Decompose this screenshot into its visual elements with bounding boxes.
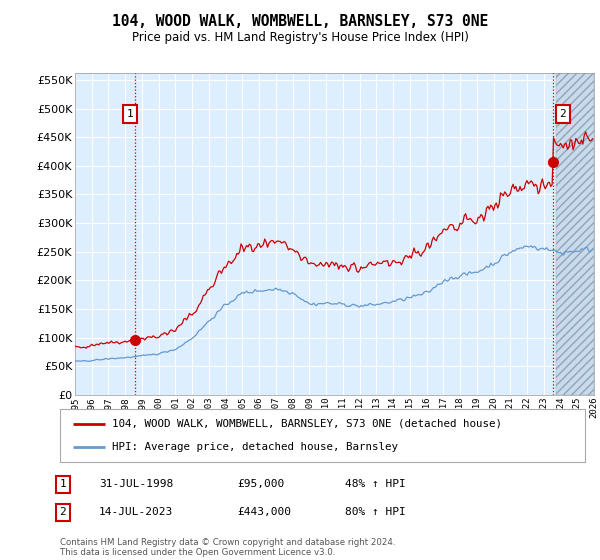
Text: 48% ↑ HPI: 48% ↑ HPI [345, 479, 406, 489]
Text: 1: 1 [127, 109, 133, 119]
Bar [556, 73, 594, 395]
Text: 104, WOOD WALK, WOMBWELL, BARNSLEY, S73 0NE (detached house): 104, WOOD WALK, WOMBWELL, BARNSLEY, S73 … [113, 419, 503, 429]
Text: 2: 2 [59, 507, 67, 517]
Text: £95,000: £95,000 [237, 479, 284, 489]
Text: 31-JUL-1998: 31-JUL-1998 [99, 479, 173, 489]
Text: 14-JUL-2023: 14-JUL-2023 [99, 507, 173, 517]
Text: 1: 1 [59, 479, 67, 489]
Text: 104, WOOD WALK, WOMBWELL, BARNSLEY, S73 0NE: 104, WOOD WALK, WOMBWELL, BARNSLEY, S73 … [112, 14, 488, 29]
Text: 2: 2 [559, 109, 566, 119]
Text: 80% ↑ HPI: 80% ↑ HPI [345, 507, 406, 517]
Text: £443,000: £443,000 [237, 507, 291, 517]
Text: Contains HM Land Registry data © Crown copyright and database right 2024.
This d: Contains HM Land Registry data © Crown c… [60, 538, 395, 557]
Text: Price paid vs. HM Land Registry's House Price Index (HPI): Price paid vs. HM Land Registry's House … [131, 31, 469, 44]
Text: HPI: Average price, detached house, Barnsley: HPI: Average price, detached house, Barn… [113, 442, 398, 452]
